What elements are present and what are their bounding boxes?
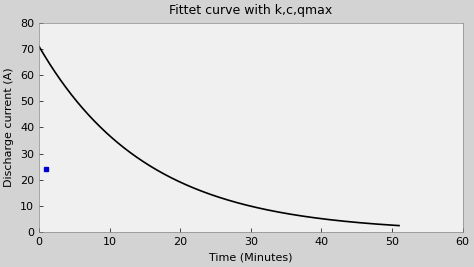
- X-axis label: Time (Minutes): Time (Minutes): [209, 253, 292, 262]
- Title: Fittet curve with k,c,qmax: Fittet curve with k,c,qmax: [169, 5, 332, 17]
- Y-axis label: Discharge current (A): Discharge current (A): [4, 68, 14, 187]
